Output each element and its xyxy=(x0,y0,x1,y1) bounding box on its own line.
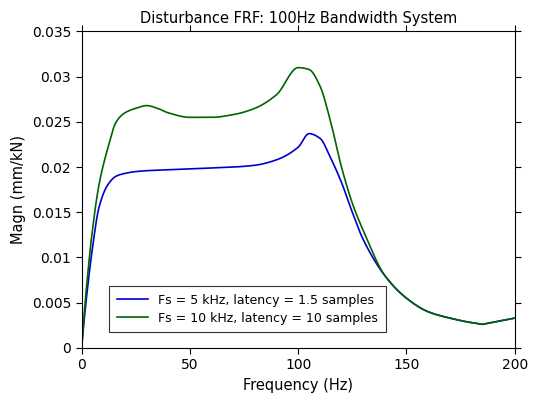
Legend: Fs = 5 kHz, latency = 1.5 samples, Fs = 10 kHz, latency = 10 samples: Fs = 5 kHz, latency = 1.5 samples, Fs = … xyxy=(109,286,385,332)
Fs = 5 kHz, latency = 1.5 samples xyxy=(245,164,251,168)
Fs = 5 kHz, latency = 1.5 samples xyxy=(128,170,134,175)
Title: Disturbance FRF: 100Hz Bandwidth System: Disturbance FRF: 100Hz Bandwidth System xyxy=(140,11,457,26)
Fs = 5 kHz, latency = 1.5 samples xyxy=(503,317,509,322)
Fs = 10 kHz, latency = 10 samples xyxy=(78,345,85,350)
Y-axis label: Magn (mm/kN): Magn (mm/kN) xyxy=(11,135,26,244)
Fs = 10 kHz, latency = 10 samples xyxy=(295,65,301,70)
Fs = 10 kHz, latency = 10 samples xyxy=(263,100,270,105)
Fs = 5 kHz, latency = 1.5 samples xyxy=(457,318,463,323)
Fs = 10 kHz, latency = 10 samples xyxy=(457,318,463,323)
Fs = 10 kHz, latency = 10 samples xyxy=(512,316,518,320)
X-axis label: Frequency (Hz): Frequency (Hz) xyxy=(243,378,353,393)
Fs = 10 kHz, latency = 10 samples xyxy=(503,317,509,322)
Fs = 5 kHz, latency = 1.5 samples xyxy=(154,168,160,173)
Fs = 5 kHz, latency = 1.5 samples xyxy=(512,316,518,320)
Line: Fs = 10 kHz, latency = 10 samples: Fs = 10 kHz, latency = 10 samples xyxy=(81,67,515,348)
Fs = 5 kHz, latency = 1.5 samples xyxy=(78,345,85,350)
Fs = 10 kHz, latency = 10 samples xyxy=(245,109,251,114)
Fs = 5 kHz, latency = 1.5 samples xyxy=(306,131,312,136)
Line: Fs = 5 kHz, latency = 1.5 samples: Fs = 5 kHz, latency = 1.5 samples xyxy=(81,134,515,348)
Fs = 5 kHz, latency = 1.5 samples xyxy=(263,160,270,165)
Fs = 10 kHz, latency = 10 samples xyxy=(128,107,134,112)
Fs = 10 kHz, latency = 10 samples xyxy=(154,106,160,111)
